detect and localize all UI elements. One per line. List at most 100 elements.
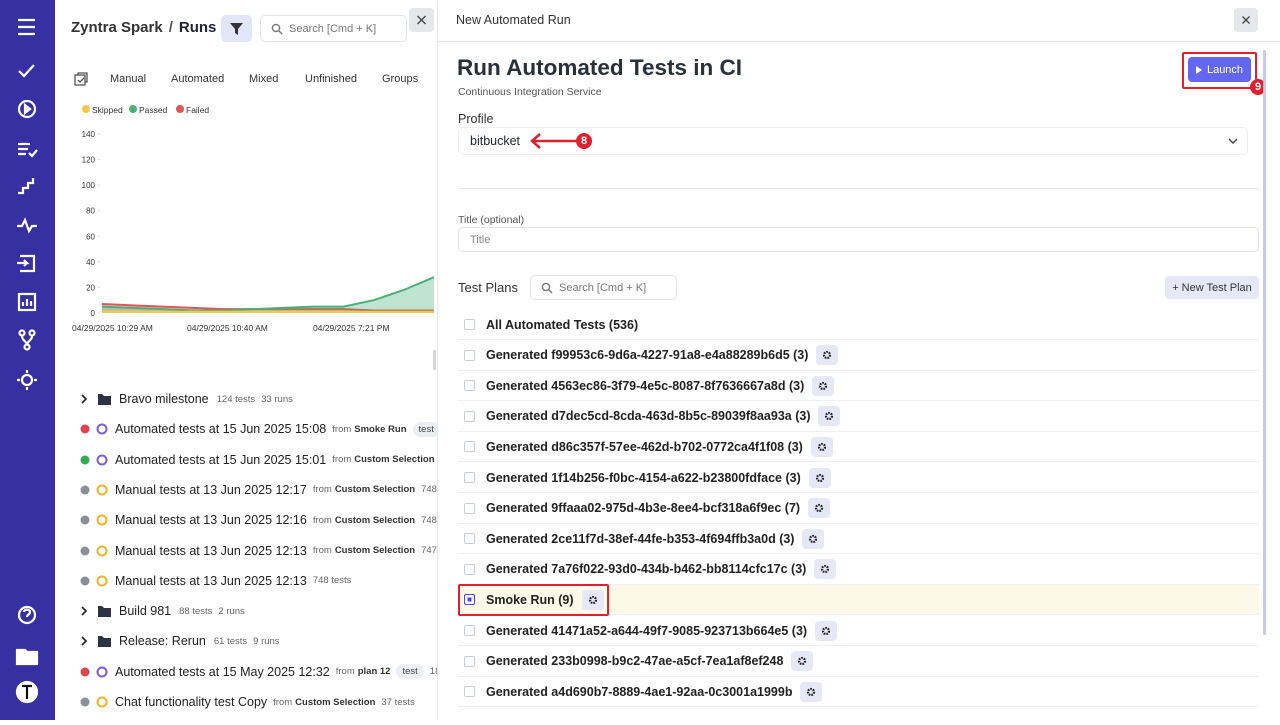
plan-row[interactable]: Smoke Run (9) xyxy=(458,585,1259,616)
settings-button[interactable] xyxy=(800,681,823,702)
close-dialog[interactable] xyxy=(1234,8,1258,32)
type-icon xyxy=(96,575,108,587)
type-icon xyxy=(96,696,108,708)
folder-row[interactable]: Release: Rerun 61 tests 9 runs xyxy=(79,630,280,652)
gear-shape xyxy=(821,626,831,635)
plan-name: Smoke Run (9) xyxy=(486,592,574,607)
close-icon xyxy=(1242,16,1250,24)
folder xyxy=(98,394,111,405)
plan-name: Generated f99953c6-9d6a-4227-91a8-e4a882… xyxy=(486,348,809,363)
run-row[interactable]: Manual tests at 13 Jun 2025 12:17 from Cus… xyxy=(79,479,437,501)
checkbox[interactable] xyxy=(464,594,475,606)
new-plan-button[interactable]: + New Test Plan xyxy=(1165,276,1259,299)
close-panel[interactable] xyxy=(409,8,434,32)
run-row[interactable]: Manual tests at 13 Jun 2025 12:16 from Cus… xyxy=(79,509,437,531)
settings-button[interactable] xyxy=(810,436,833,457)
plan-row[interactable]: Generated a4d690b7-8889-4ae1-92aa-0c3001… xyxy=(458,677,1259,708)
gear-shape xyxy=(588,595,597,604)
status-icon xyxy=(80,576,90,586)
run-row[interactable]: Automated tests at 15 May 2025 12:32 from… xyxy=(79,661,437,683)
settings-button[interactable] xyxy=(812,375,835,396)
plan-row[interactable]: Generated 41471a52-a644-49f7-9085-923713… xyxy=(458,616,1259,646)
tab[interactable]: Unfinished xyxy=(305,73,357,85)
checkbox[interactable] xyxy=(464,655,475,667)
settings-button[interactable] xyxy=(816,345,839,366)
folder-row[interactable]: Bravo milestone 124 tests 33 runs xyxy=(79,388,293,410)
plans-search[interactable]: Search [Cmd + K] xyxy=(530,275,677,300)
type-icon xyxy=(96,454,108,466)
settings-button[interactable] xyxy=(814,559,837,580)
settings-button[interactable] xyxy=(581,589,604,610)
checkbox[interactable] xyxy=(464,349,475,361)
chevron xyxy=(81,636,88,646)
from-label: from xyxy=(332,423,352,435)
plan-row[interactable]: Generated 7a76f022-93d0-434b-b462-bb8114… xyxy=(458,555,1259,585)
run-icons xyxy=(80,575,108,587)
settings-button[interactable] xyxy=(791,651,814,672)
checkbox[interactable] xyxy=(464,380,475,392)
plan-row[interactable]: Generated f99953c6-9d6a-4227-91a8-e4a882… xyxy=(458,341,1259,371)
type-icon xyxy=(96,545,108,556)
search-box[interactable]: Search [Cmd + K] xyxy=(260,15,407,42)
folder-name: Release: Rerun xyxy=(119,634,206,649)
annotation-marker: 8 xyxy=(576,133,592,149)
run-title: Manual tests at 13 Jun 2025 12:16 xyxy=(115,513,307,528)
tab[interactable]: Manual xyxy=(110,73,147,85)
plan-row[interactable]: All Automated Tests (536) xyxy=(458,310,1259,340)
dialog-title: Run Automated Tests in CI xyxy=(457,55,743,80)
run-row[interactable]: Automated tests at 15 Jun 2025 15:08 from… xyxy=(79,418,437,440)
tab[interactable]: Mixed xyxy=(249,73,279,85)
run-row[interactable]: Chat functionality test Copy from Custom S… xyxy=(79,691,415,713)
checkbox[interactable] xyxy=(464,533,475,545)
run-row[interactable]: Automated tests at 15 Jun 2025 15:01 from… xyxy=(79,449,437,471)
checkbox[interactable] xyxy=(464,441,475,453)
gear-shape xyxy=(815,473,824,482)
folder xyxy=(98,606,111,618)
type-icon xyxy=(96,666,108,678)
folder-runs: 9 runs xyxy=(253,635,280,647)
checkbox[interactable] xyxy=(464,472,475,483)
run-title: Automated tests at 15 Jun 2025 15:08 xyxy=(115,422,327,437)
plan-row[interactable]: Generated 233b0998-b9c2-47ae-a5cf-7ea1af… xyxy=(458,647,1259,677)
run-row[interactable]: Manual tests at 13 Jun 2025 12:13 from Cus… xyxy=(79,540,437,562)
checkbox[interactable] xyxy=(464,686,475,698)
launch-button[interactable]: Launch xyxy=(1188,57,1251,82)
run-title: Manual tests at 13 Jun 2025 12:13 xyxy=(115,573,307,588)
checkbox[interactable] xyxy=(464,319,475,330)
plan-row[interactable]: Generated 1f14b256-f0bc-4154-a622-b23800… xyxy=(458,463,1259,493)
run-title: Automated tests at 15 May 2025 12:32 xyxy=(115,664,330,679)
gear-shape xyxy=(809,534,818,543)
plan-row[interactable]: Generated d86c357f-57ee-462d-b702-0772ca… xyxy=(458,432,1259,463)
checkbox[interactable] xyxy=(464,502,475,514)
checkbox[interactable] xyxy=(464,563,475,575)
y-tick-label: 80 xyxy=(86,207,95,216)
run-tests: 18 tests xyxy=(429,666,437,678)
run-row[interactable]: Manual tests at 13 Jun 2025 12:13 748 tes… xyxy=(79,570,351,592)
folder-runs: 2 runs xyxy=(218,605,245,617)
plan-name: Generated 2ce11f7d-38ef-44fe-b353-4f694f… xyxy=(486,531,795,546)
settings-button[interactable] xyxy=(818,406,841,427)
plan-row[interactable]: Generated d7dec5cd-8cda-463d-8b5c-89039f… xyxy=(458,402,1259,432)
project-name[interactable]: Zyntra Spark xyxy=(71,19,163,36)
type-icon xyxy=(96,484,108,496)
checkbox[interactable] xyxy=(464,625,475,636)
filter-button[interactable] xyxy=(221,15,252,42)
plan-name: Generated d7dec5cd-8cda-463d-8b5c-89039f… xyxy=(486,409,811,424)
plan-row[interactable]: Generated 4563ec86-3f79-4e5c-8087-8f7636… xyxy=(458,371,1259,402)
tab[interactable]: Automated xyxy=(171,73,225,85)
settings-button[interactable] xyxy=(802,528,825,549)
checkbox[interactable] xyxy=(464,410,475,422)
tab[interactable]: Groups xyxy=(382,73,419,85)
plan-row[interactable]: Generated 2ce11f7d-38ef-44fe-b353-4f694f… xyxy=(458,524,1259,555)
legend-label: Skipped xyxy=(92,105,123,115)
plan-name: Generated 41471a52-a644-49f7-9085-923713… xyxy=(486,623,808,638)
title-placeholder: Title xyxy=(470,233,491,246)
settings-button[interactable] xyxy=(815,620,838,641)
status-icon xyxy=(80,515,90,525)
settings-button[interactable] xyxy=(808,467,831,488)
folder-row[interactable]: Build 981 88 tests 2 runs xyxy=(79,600,245,622)
plan-row[interactable]: Generated 9ffaaa02-975d-4b3e-8ee4-bcf318… xyxy=(458,494,1259,524)
chevron xyxy=(81,394,88,404)
settings-button[interactable] xyxy=(808,498,831,519)
title-input[interactable]: Title xyxy=(458,227,1259,252)
